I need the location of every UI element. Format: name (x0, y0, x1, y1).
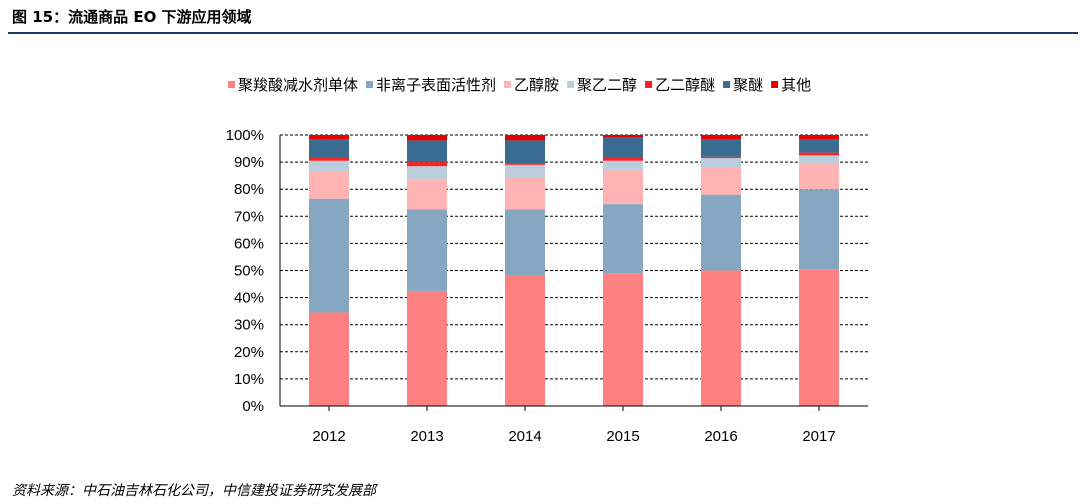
bar-segment (603, 170, 643, 205)
legend-label: 聚醚 (733, 76, 763, 94)
bar-segment (407, 140, 447, 163)
bar-segment (505, 275, 545, 406)
bar-segment (603, 160, 643, 171)
bar-segment (407, 290, 447, 406)
bar-segment (701, 135, 741, 140)
legend-label: 聚乙二醇 (577, 76, 637, 94)
bar-segment (407, 209, 447, 291)
bars (309, 135, 839, 406)
legend-label: 乙醇胺 (514, 76, 559, 94)
bar-segment (505, 177, 545, 210)
x-tick-label: 2017 (802, 428, 835, 445)
bar-segment (603, 135, 643, 138)
y-tick-label: 100% (226, 127, 264, 144)
bar-segment (309, 198, 349, 313)
bar-segment (407, 135, 447, 141)
legend-swatch (723, 81, 731, 88)
legend-label: 乙二醇醚 (655, 76, 715, 94)
legend-swatch (771, 81, 779, 88)
bar-segment (407, 179, 447, 210)
bar-segment (407, 166, 447, 180)
y-tick-label: 0% (242, 398, 264, 415)
legend-label: 聚羧酸减水剂单体 (238, 76, 358, 94)
x-tick-labels: 2012 2013 2014 2015 2016 2017 (312, 428, 835, 445)
bar-segment (701, 270, 741, 406)
bar-segment (799, 152, 839, 156)
bar-segment (505, 209, 545, 276)
y-tick-label: 30% (234, 317, 264, 334)
y-tick-label: 40% (234, 290, 264, 307)
legend-swatch (228, 81, 235, 88)
x-tick-label: 2015 (606, 428, 639, 445)
bar-segment (603, 204, 643, 274)
bar-segment (505, 135, 545, 141)
legend-swatch (645, 81, 653, 88)
y-tick-label: 70% (234, 208, 264, 225)
legend-swatch (567, 81, 575, 88)
y-tick-label: 80% (234, 181, 264, 198)
bar-segment (799, 269, 839, 406)
bar-segment (799, 189, 839, 270)
y-tick-label: 10% (234, 371, 264, 388)
legend-label: 其他 (781, 76, 811, 94)
x-tick-label: 2013 (410, 428, 443, 445)
bar-segment (309, 171, 349, 199)
y-tick-labels: 0% 10% 20% 30% 40% 50% 60% 70% 80% 90% 100% (226, 127, 264, 415)
bar-segment (309, 160, 349, 172)
bar-segment (701, 158, 741, 168)
y-tick-label: 90% (234, 154, 264, 171)
bar-segment (407, 162, 447, 167)
bar-segment (309, 312, 349, 406)
x-tick-label: 2012 (312, 428, 345, 445)
bar-segment (309, 135, 349, 140)
chart-title: 图 15：流通商品 EO 下游应用领域 (12, 8, 252, 26)
bar-segment (799, 155, 839, 164)
bar-segment (799, 139, 839, 153)
source-note: 资料来源：中石油吉林石化公司，中信建投证券研究发展部 (12, 483, 376, 499)
legend: 聚羧酸减水剂单体 非离子表面活性剂 乙醇胺 聚乙二醇 乙二醇醚 聚醚 其他 (228, 76, 811, 94)
bar-segment (603, 158, 643, 161)
bar-segment (701, 167, 741, 195)
legend-swatch (366, 81, 374, 88)
bar-segment (309, 158, 349, 161)
bar-segment (799, 135, 839, 140)
y-tick-label: 60% (234, 235, 264, 252)
bar-segment (505, 140, 545, 164)
title-rule (8, 32, 1078, 34)
bar-segment (701, 156, 741, 159)
bar-segment (603, 137, 643, 159)
y-tick-label: 20% (234, 344, 264, 361)
legend-swatch (504, 81, 512, 88)
bar-segment (603, 273, 643, 406)
y-tick-label: 50% (234, 263, 264, 280)
bar-segment (701, 139, 741, 157)
bar-segment (505, 163, 545, 165)
gridlines (280, 134, 868, 380)
bar-segment (505, 164, 545, 178)
x-tick-label: 2016 (704, 428, 737, 445)
bar-segment (799, 163, 839, 190)
bar-segment (309, 139, 349, 159)
legend-label: 非离子表面活性剂 (376, 76, 496, 94)
bar-segment (701, 194, 741, 271)
x-tick-label: 2014 (508, 428, 541, 445)
axes (279, 135, 868, 411)
